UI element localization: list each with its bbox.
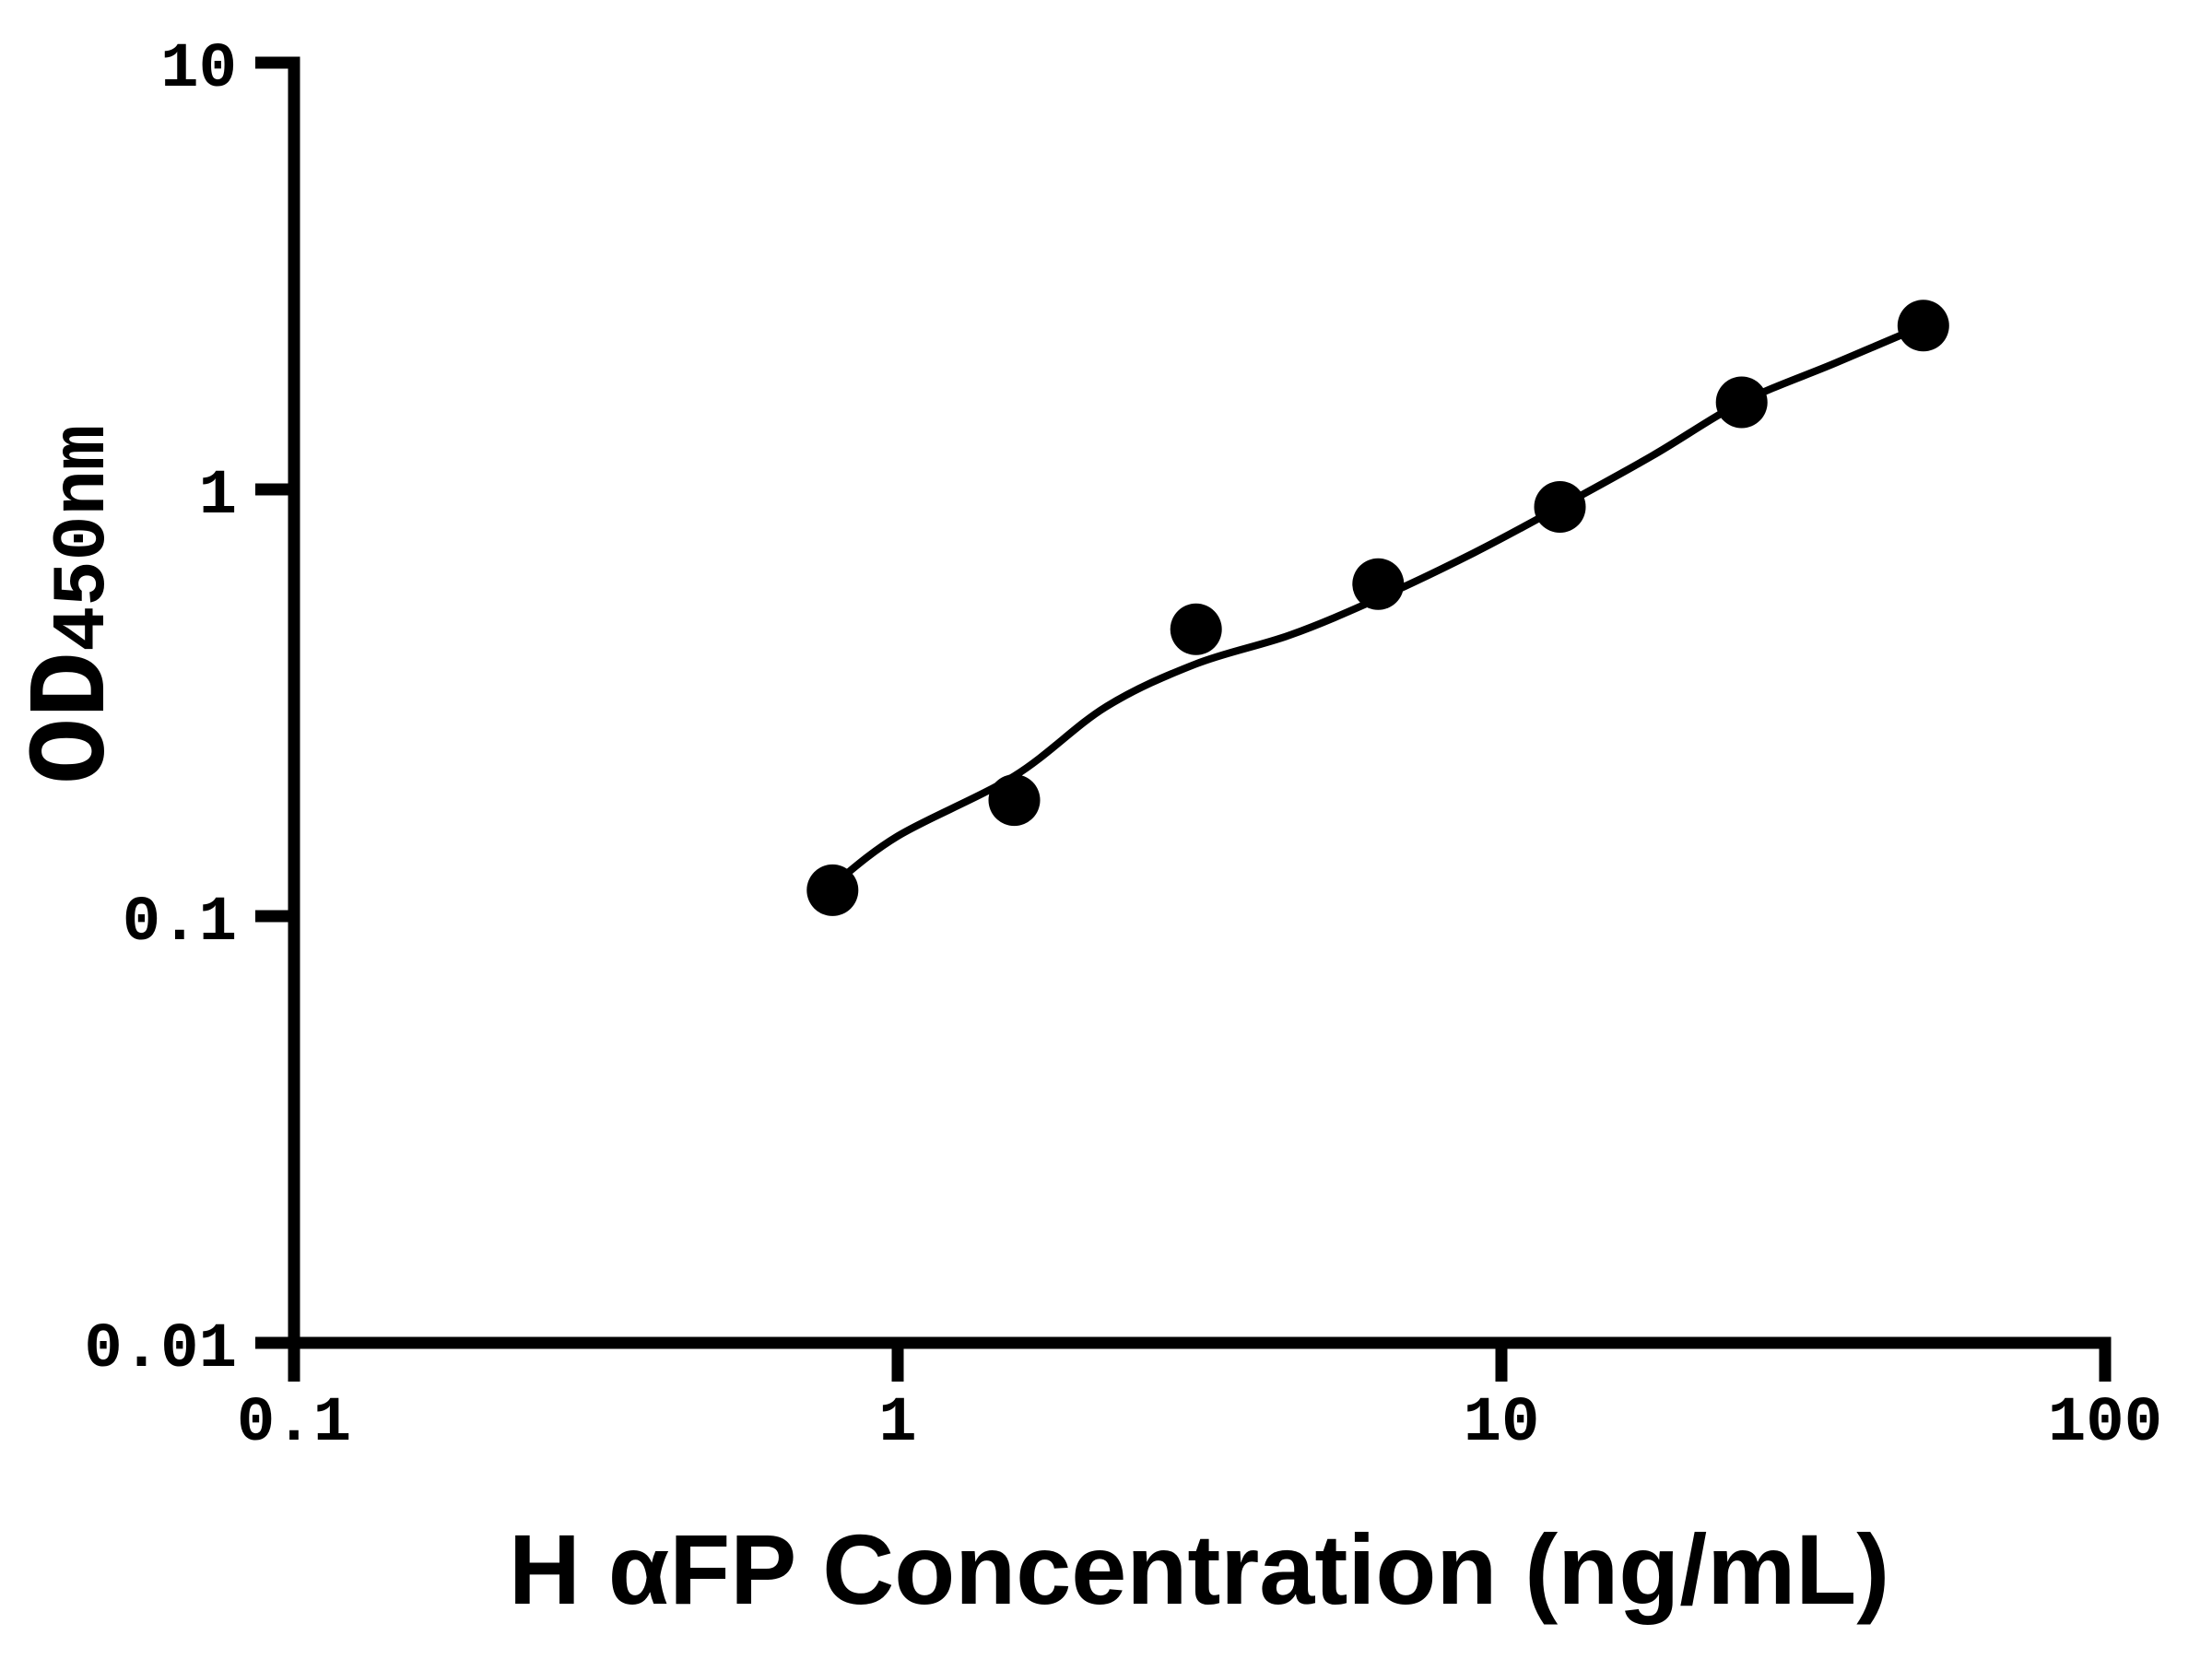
y-tick-label: 0.01 (84, 1313, 237, 1385)
x-tick-label: 1 (878, 1387, 916, 1459)
x-axis-ticks: 0.1 1 10 100 (237, 1343, 2162, 1459)
data-point (988, 774, 1041, 827)
y-axis-ticks: 0.01 0.1 1 10 (84, 33, 294, 1385)
y-axis-title-subscript: 450nm (41, 425, 126, 652)
x-axis-title: H αFP Concentration (ng/mL) (509, 1513, 1889, 1625)
x-tick-label: 100 (2048, 1387, 2162, 1459)
data-points (806, 300, 1949, 916)
y-tick-label: 0.1 (123, 887, 237, 959)
data-point (1534, 481, 1586, 533)
data-point (1715, 376, 1768, 429)
data-point (1170, 603, 1222, 655)
x-tick-label: 10 (1464, 1387, 1540, 1459)
y-tick-label: 1 (199, 460, 237, 532)
x-tick-label: 0.1 (237, 1387, 351, 1459)
y-axis-title-main: OD (12, 652, 137, 784)
y-axis-title: OD450nm (12, 425, 137, 784)
data-point (1897, 300, 1949, 352)
y-tick-label: 10 (160, 33, 237, 105)
data-point (806, 864, 859, 916)
data-point (1352, 558, 1405, 610)
